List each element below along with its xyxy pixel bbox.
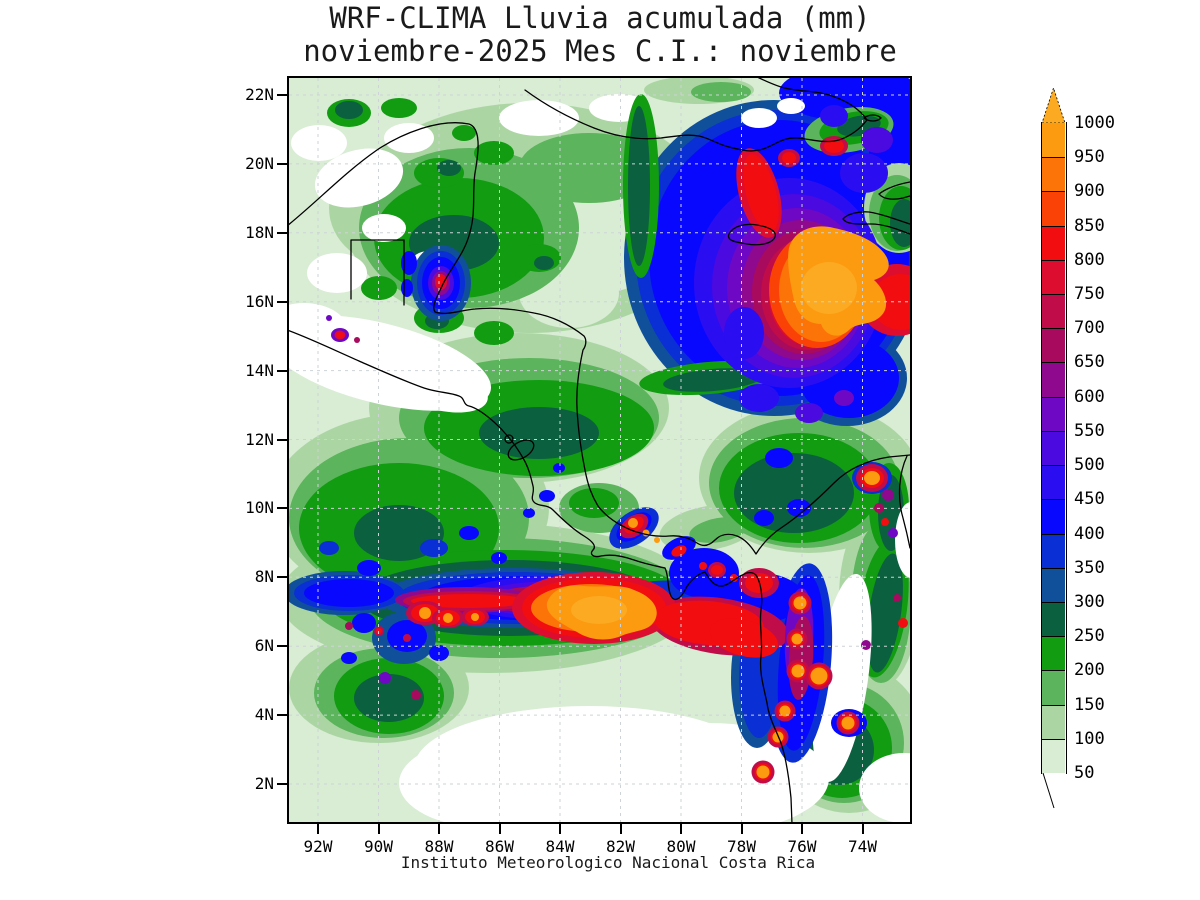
colorbar-segment	[1042, 705, 1065, 739]
colorbar-tick-label: 850	[1074, 216, 1105, 236]
lon-tick-mark	[861, 824, 864, 834]
colorbar-tick-label: 500	[1074, 455, 1105, 475]
lon-tick-mark	[740, 824, 743, 834]
colorbar-tick-label: 900	[1074, 181, 1105, 201]
lat-tick-label: 16N	[245, 291, 274, 311]
lon-tick-mark	[680, 824, 682, 834]
lon-tick-label: 86W	[485, 837, 514, 856]
lat-tick-label: 20N	[245, 153, 274, 173]
colorbar-tick-label: 100	[1074, 729, 1105, 749]
colombia-maxima	[751, 464, 908, 784]
lat-tick-mark	[277, 576, 287, 579]
colorbar-tick-label: 50	[1074, 763, 1095, 783]
lon-tick-label: 74W	[848, 837, 877, 856]
lat-tick-mark	[277, 369, 287, 372]
colorbar-segment	[1042, 157, 1065, 191]
colorbar-tick-label: 750	[1074, 284, 1105, 304]
colorbar-tick-label: 950	[1074, 147, 1105, 167]
colorbar-segment	[1042, 362, 1065, 397]
lat-tick-label: 6N	[254, 636, 274, 656]
colorbar-tick-label: 1000	[1074, 113, 1115, 133]
colorbar-segment	[1042, 499, 1065, 534]
lat-tick-label: 8N	[254, 567, 274, 587]
footer-attribution: Instituto Meteorologico Nacional Costa R…	[400, 853, 816, 872]
lat-tick-mark	[277, 231, 287, 234]
lat-tick-mark	[277, 438, 287, 441]
colorbar-tick-label: 800	[1074, 250, 1105, 270]
lat-tick-mark	[277, 507, 287, 510]
lon-tick-mark	[377, 824, 380, 834]
colorbar-arrow-and-tail	[1041, 86, 1066, 809]
colorbar-segment	[1042, 294, 1065, 328]
lat-tick-label: 12N	[245, 429, 274, 449]
lon-tick-label: 84W	[545, 837, 575, 856]
lon-tick-label: 82W	[606, 837, 635, 856]
dry-zones-white	[289, 94, 910, 822]
colorbar-tick-label: 450	[1074, 489, 1105, 509]
colorbar-tick-label: 350	[1074, 558, 1105, 578]
lon-tick-label: 76W	[787, 837, 817, 856]
lat-tick-mark	[277, 94, 287, 96]
colorbar-tick-label: 700	[1074, 318, 1105, 338]
lat-tick-label: 22N	[245, 85, 274, 104]
lat-tick-label: 10N	[245, 498, 274, 518]
colorbar-segment	[1042, 534, 1065, 568]
lat-tick-label: 18N	[245, 222, 274, 242]
graticule-gridlines	[289, 78, 910, 822]
colorbar-tick-label: 150	[1074, 695, 1105, 715]
colorbar-segment	[1042, 123, 1065, 157]
lat-tick-mark	[277, 162, 287, 165]
lat-tick-label: 4N	[254, 705, 274, 725]
plot-title-line2: noviembre-2025 Mes C.I.: noviembre	[303, 34, 897, 68]
colorbar-segment	[1042, 328, 1065, 362]
colorbar-segment	[1042, 191, 1065, 226]
lat-tick-mark	[277, 783, 287, 785]
colorbar-segment	[1042, 431, 1065, 465]
lon-tick-label: 80W	[666, 837, 696, 856]
precipitation-map	[289, 78, 910, 822]
lon-tick-mark	[498, 824, 501, 834]
colorbar-tick-label: 200	[1074, 660, 1105, 680]
colorbar-tick-label: 550	[1074, 421, 1105, 441]
colorbar-segment	[1042, 465, 1065, 499]
colorbar-segment	[1042, 568, 1065, 602]
lat-tick-label: 14N	[245, 360, 274, 380]
lon-tick-label: 88W	[424, 837, 454, 856]
plot-title: WRF-CLIMA Lluvia acumulada (mm) noviembr…	[303, 2, 897, 68]
colorbar-tick-label: 650	[1074, 352, 1105, 372]
colorbar-tick-label: 600	[1074, 387, 1105, 407]
lon-tick-mark	[559, 824, 561, 834]
lat-tick-label: 2N	[254, 774, 274, 793]
lat-tick-mark	[277, 714, 287, 717]
colorbar-tick-label: 400	[1074, 524, 1105, 544]
colorbar-segment	[1042, 636, 1065, 670]
lon-tick-mark	[438, 824, 440, 834]
lon-tick-mark	[801, 824, 803, 834]
lon-tick-label: 78W	[727, 837, 756, 856]
plot-title-line1: WRF-CLIMA Lluvia acumulada (mm)	[329, 1, 871, 35]
isolated-maxima	[326, 266, 454, 700]
lat-tick-mark	[277, 645, 287, 648]
coastlines	[289, 78, 910, 822]
itcz-band-cores	[395, 572, 789, 658]
colorbar-segment	[1042, 670, 1065, 705]
lon-tick-label: 90W	[364, 837, 393, 856]
colorbar-tick-label: 300	[1074, 592, 1105, 612]
colorbar-tick-label: 250	[1074, 626, 1105, 646]
colorbar-segment	[1042, 260, 1065, 294]
colorbar-segment	[1042, 739, 1065, 773]
colorbar-segment	[1042, 602, 1065, 636]
lat-tick-mark	[277, 300, 287, 303]
colorbar-segment	[1042, 397, 1065, 431]
lon-tick-mark	[317, 824, 319, 834]
lon-tick-mark	[619, 824, 622, 834]
lon-tick-label: 92W	[303, 837, 333, 856]
colorbar-segment	[1042, 226, 1065, 260]
ne-hotspot-orange-max	[769, 226, 889, 348]
